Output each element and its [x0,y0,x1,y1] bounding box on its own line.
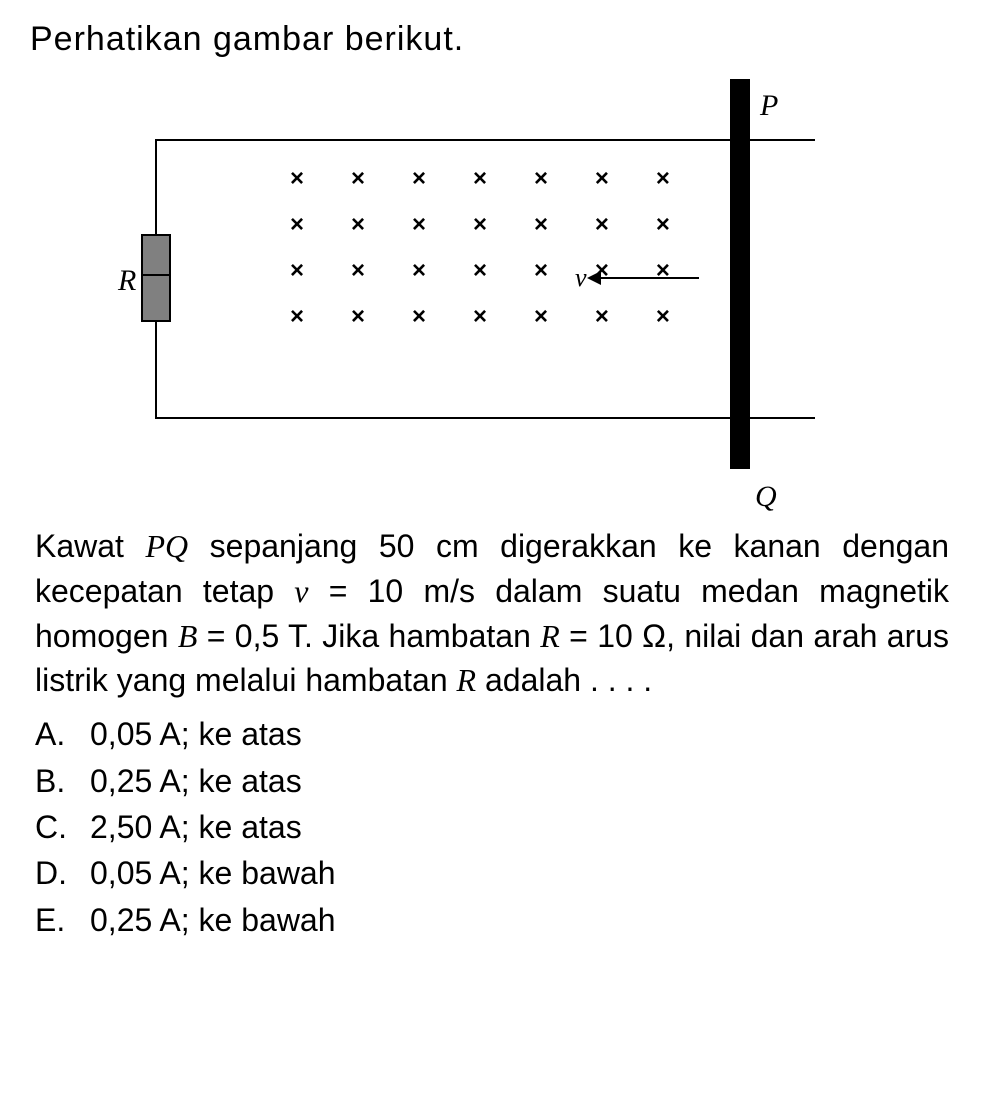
x-mark-icon: × [595,213,609,237]
q-frag: Kawat [35,528,145,564]
x-mark-icon: × [412,259,426,283]
x-row: × × × × × × × [290,167,670,191]
option-letter: A. [35,711,90,757]
velocity-arrow: v [575,263,699,293]
option-e: E. 0,25 A; ke bawah [35,897,949,943]
left-wire-top [155,139,157,239]
x-mark-icon: × [534,259,548,283]
question-text: Kawat PQ sepanjang 50 cm digerakkan ke k… [30,524,954,703]
q-var-pq: PQ [145,528,188,564]
x-mark-icon: × [351,213,365,237]
option-d: D. 0,05 A; ke bawah [35,850,949,896]
x-mark-icon: × [290,167,304,191]
x-mark-icon: × [534,213,548,237]
top-wire [155,139,815,141]
x-mark-icon: × [412,167,426,191]
bottom-wire [155,417,815,419]
option-letter: B. [35,758,90,804]
x-mark-icon: × [412,213,426,237]
option-text: 0,25 A; ke bawah [90,897,336,943]
velocity-label: v [575,263,587,293]
label-q: Q [755,480,777,514]
q-var-v: v [294,573,308,609]
q-var-r2: R [457,662,477,698]
x-mark-icon: × [290,305,304,329]
x-mark-icon: × [595,305,609,329]
magnetic-field-region: ×××××××××××××××××××××××××××× [290,167,670,351]
x-mark-icon: × [656,167,670,191]
q-var-r: R [540,618,560,654]
q-frag: = 0,5 T. Jika hambatan [197,618,540,654]
x-row: × × × × × × × [290,213,670,237]
option-text: 2,50 A; ke atas [90,804,302,850]
option-letter: E. [35,897,90,943]
x-mark-icon: × [473,305,487,329]
instruction-text: Perhatikan gambar berikut. [30,20,954,59]
option-text: 0,05 A; ke atas [90,711,302,757]
option-text: 0,25 A; ke atas [90,758,302,804]
x-mark-icon: × [290,259,304,283]
q-var-b: B [178,618,198,654]
option-letter: C. [35,804,90,850]
x-mark-icon: × [656,305,670,329]
resistor [141,234,171,322]
physics-diagram: P Q R ×××××××××××××××××××××××××××× v [90,79,890,509]
x-mark-icon: × [656,213,670,237]
x-row: × × × × × × × [290,305,670,329]
x-mark-icon: × [351,305,365,329]
option-a: A. 0,05 A; ke atas [35,711,949,757]
x-mark-icon: × [290,213,304,237]
x-mark-icon: × [473,213,487,237]
option-letter: D. [35,850,90,896]
x-mark-icon: × [351,259,365,283]
answer-options: A. 0,05 A; ke atas B. 0,25 A; ke atas C.… [30,711,954,943]
x-mark-icon: × [412,305,426,329]
x-mark-icon: × [534,305,548,329]
option-text: 0,05 A; ke bawah [90,850,336,896]
left-wire-bottom [155,319,157,419]
x-mark-icon: × [595,167,609,191]
x-mark-icon: × [534,167,548,191]
label-r: R [118,264,136,298]
x-mark-icon: × [351,167,365,191]
option-b: B. 0,25 A; ke atas [35,758,949,804]
label-p: P [760,89,778,123]
q-frag: adalah . . . . [476,662,652,698]
arrow-line [589,277,699,279]
option-c: C. 2,50 A; ke atas [35,804,949,850]
x-mark-icon: × [473,259,487,283]
x-mark-icon: × [473,167,487,191]
